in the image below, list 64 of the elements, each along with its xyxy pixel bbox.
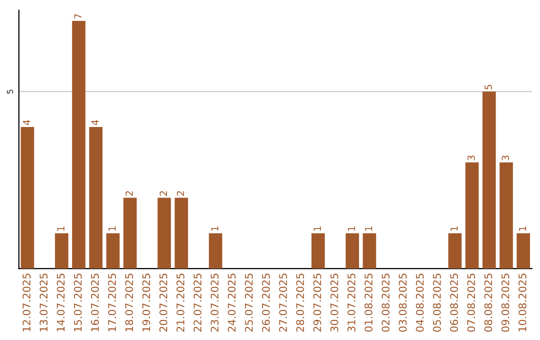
x-tick-label: 09.08.2025 (501, 274, 510, 332)
data-label: 1 (108, 226, 116, 231)
bar (123, 198, 137, 269)
x-tick-label: 05.08.2025 (432, 274, 441, 332)
x-tick-label: 15.07.2025 (74, 274, 82, 332)
data-label: 2 (176, 191, 184, 196)
data-label: 3 (468, 156, 475, 160)
x-tick-label: 19.07.2025 (142, 274, 150, 332)
x-tick-label: 21.07.2025 (176, 274, 184, 332)
bar (311, 233, 325, 269)
bar (448, 233, 462, 269)
x-tick-label: 02.08.2025 (382, 274, 390, 332)
bar (346, 233, 360, 269)
data-label: 1 (314, 226, 321, 231)
x-tick-label: 27.07.2025 (279, 274, 287, 332)
x-tick-label: 14.07.2025 (56, 274, 65, 332)
x-tick-label: 20.07.2025 (159, 274, 168, 332)
x-tick-label: 26.07.2025 (262, 274, 270, 332)
data-label: 1 (211, 226, 218, 231)
bar (465, 162, 479, 269)
x-tick-label: 30.07.2025 (330, 274, 338, 332)
bar (482, 92, 496, 269)
x-tick-label: 01.08.2025 (364, 274, 372, 332)
x-tick-label: 22.07.2025 (194, 274, 202, 332)
bar (362, 233, 376, 269)
x-tick-label: 25.07.2025 (244, 274, 253, 332)
bar (54, 233, 68, 269)
x-tick-label: 04.08.2025 (416, 274, 424, 332)
bar (89, 127, 103, 269)
x-tick-label: 18.07.2025 (125, 274, 134, 332)
data-label: 1 (57, 226, 64, 231)
x-tick-label: 13.07.2025 (40, 274, 48, 332)
x-tick-label: 16.07.2025 (90, 274, 99, 332)
x-tick-label: 24.07.2025 (228, 274, 236, 332)
data-label: 5 (484, 84, 492, 90)
x-tick-label: 08.08.2025 (484, 274, 492, 332)
bar (158, 198, 171, 269)
bar (72, 20, 86, 269)
bar (208, 233, 222, 269)
bar (500, 162, 513, 269)
data-label: 4 (23, 120, 30, 126)
bar (174, 198, 188, 269)
x-tick-label: 29.07.2025 (313, 274, 322, 332)
bar (106, 233, 120, 269)
data-label: 3 (502, 156, 510, 160)
x-tick-label: 10.08.2025 (518, 274, 526, 332)
data-label: 1 (348, 226, 356, 231)
x-tick-label: 12.07.2025 (22, 274, 30, 332)
bar (20, 127, 34, 269)
x-tick-label: 23.07.2025 (210, 274, 219, 332)
bar (516, 233, 530, 269)
x-tick-label: 06.08.2025 (450, 274, 458, 332)
data-label: 1 (450, 226, 458, 231)
x-tick-label: 03.08.2025 (398, 274, 407, 332)
x-tick-label: 07.08.2025 (467, 274, 476, 332)
data-label: 2 (126, 191, 133, 196)
data-label: 1 (365, 226, 372, 231)
data-label: 2 (160, 191, 167, 196)
data-label: 4 (91, 120, 99, 126)
x-tick-label: 17.07.2025 (108, 274, 116, 332)
x-tick-label: 31.07.2025 (347, 274, 356, 332)
data-label: 1 (518, 226, 526, 231)
data-label: 7 (74, 14, 82, 19)
x-tick-label: 28.07.2025 (296, 274, 304, 332)
